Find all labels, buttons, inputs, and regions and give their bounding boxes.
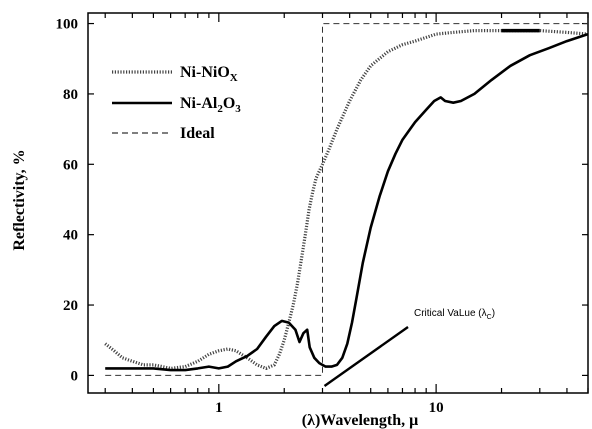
series-line-1 <box>105 32 589 372</box>
plot-frame <box>87 12 589 394</box>
x-tick-label: 1 <box>215 400 223 416</box>
legend-label-0: Ni-NiOX <box>180 64 238 84</box>
y-axis-title: Reflectivity, % <box>11 149 28 250</box>
series-layer <box>104 23 589 376</box>
legend: Ni-NiOX Ni-Al2O3 Ideal <box>112 64 241 142</box>
y-tick-label: 80 <box>63 87 78 103</box>
y-tick-label: 20 <box>63 298 78 314</box>
x-tick-label: 10 <box>429 400 444 416</box>
series-line-0 <box>104 29 589 370</box>
series-line-2 <box>105 23 588 376</box>
x-axis-title: (λ)Wavelength, μ <box>302 412 418 429</box>
y-tick-label: 100 <box>56 17 79 33</box>
annotation-pointer <box>323 326 409 387</box>
legend-label-1: Ni-Al2O3 <box>180 95 241 115</box>
legend-label-2: Ideal <box>180 125 215 142</box>
y-tick-label: 40 <box>63 228 78 244</box>
axis-ticks <box>88 13 589 393</box>
tick-labels: 0 20 40 60 80 100 1 10 <box>56 17 444 416</box>
annotation-text: Critical VaLue (λC) <box>414 308 495 321</box>
y-tick-label: 60 <box>63 157 78 173</box>
critical-value-annotation: Critical VaLue (λC) <box>323 308 495 387</box>
y-tick-label: 0 <box>71 368 79 384</box>
